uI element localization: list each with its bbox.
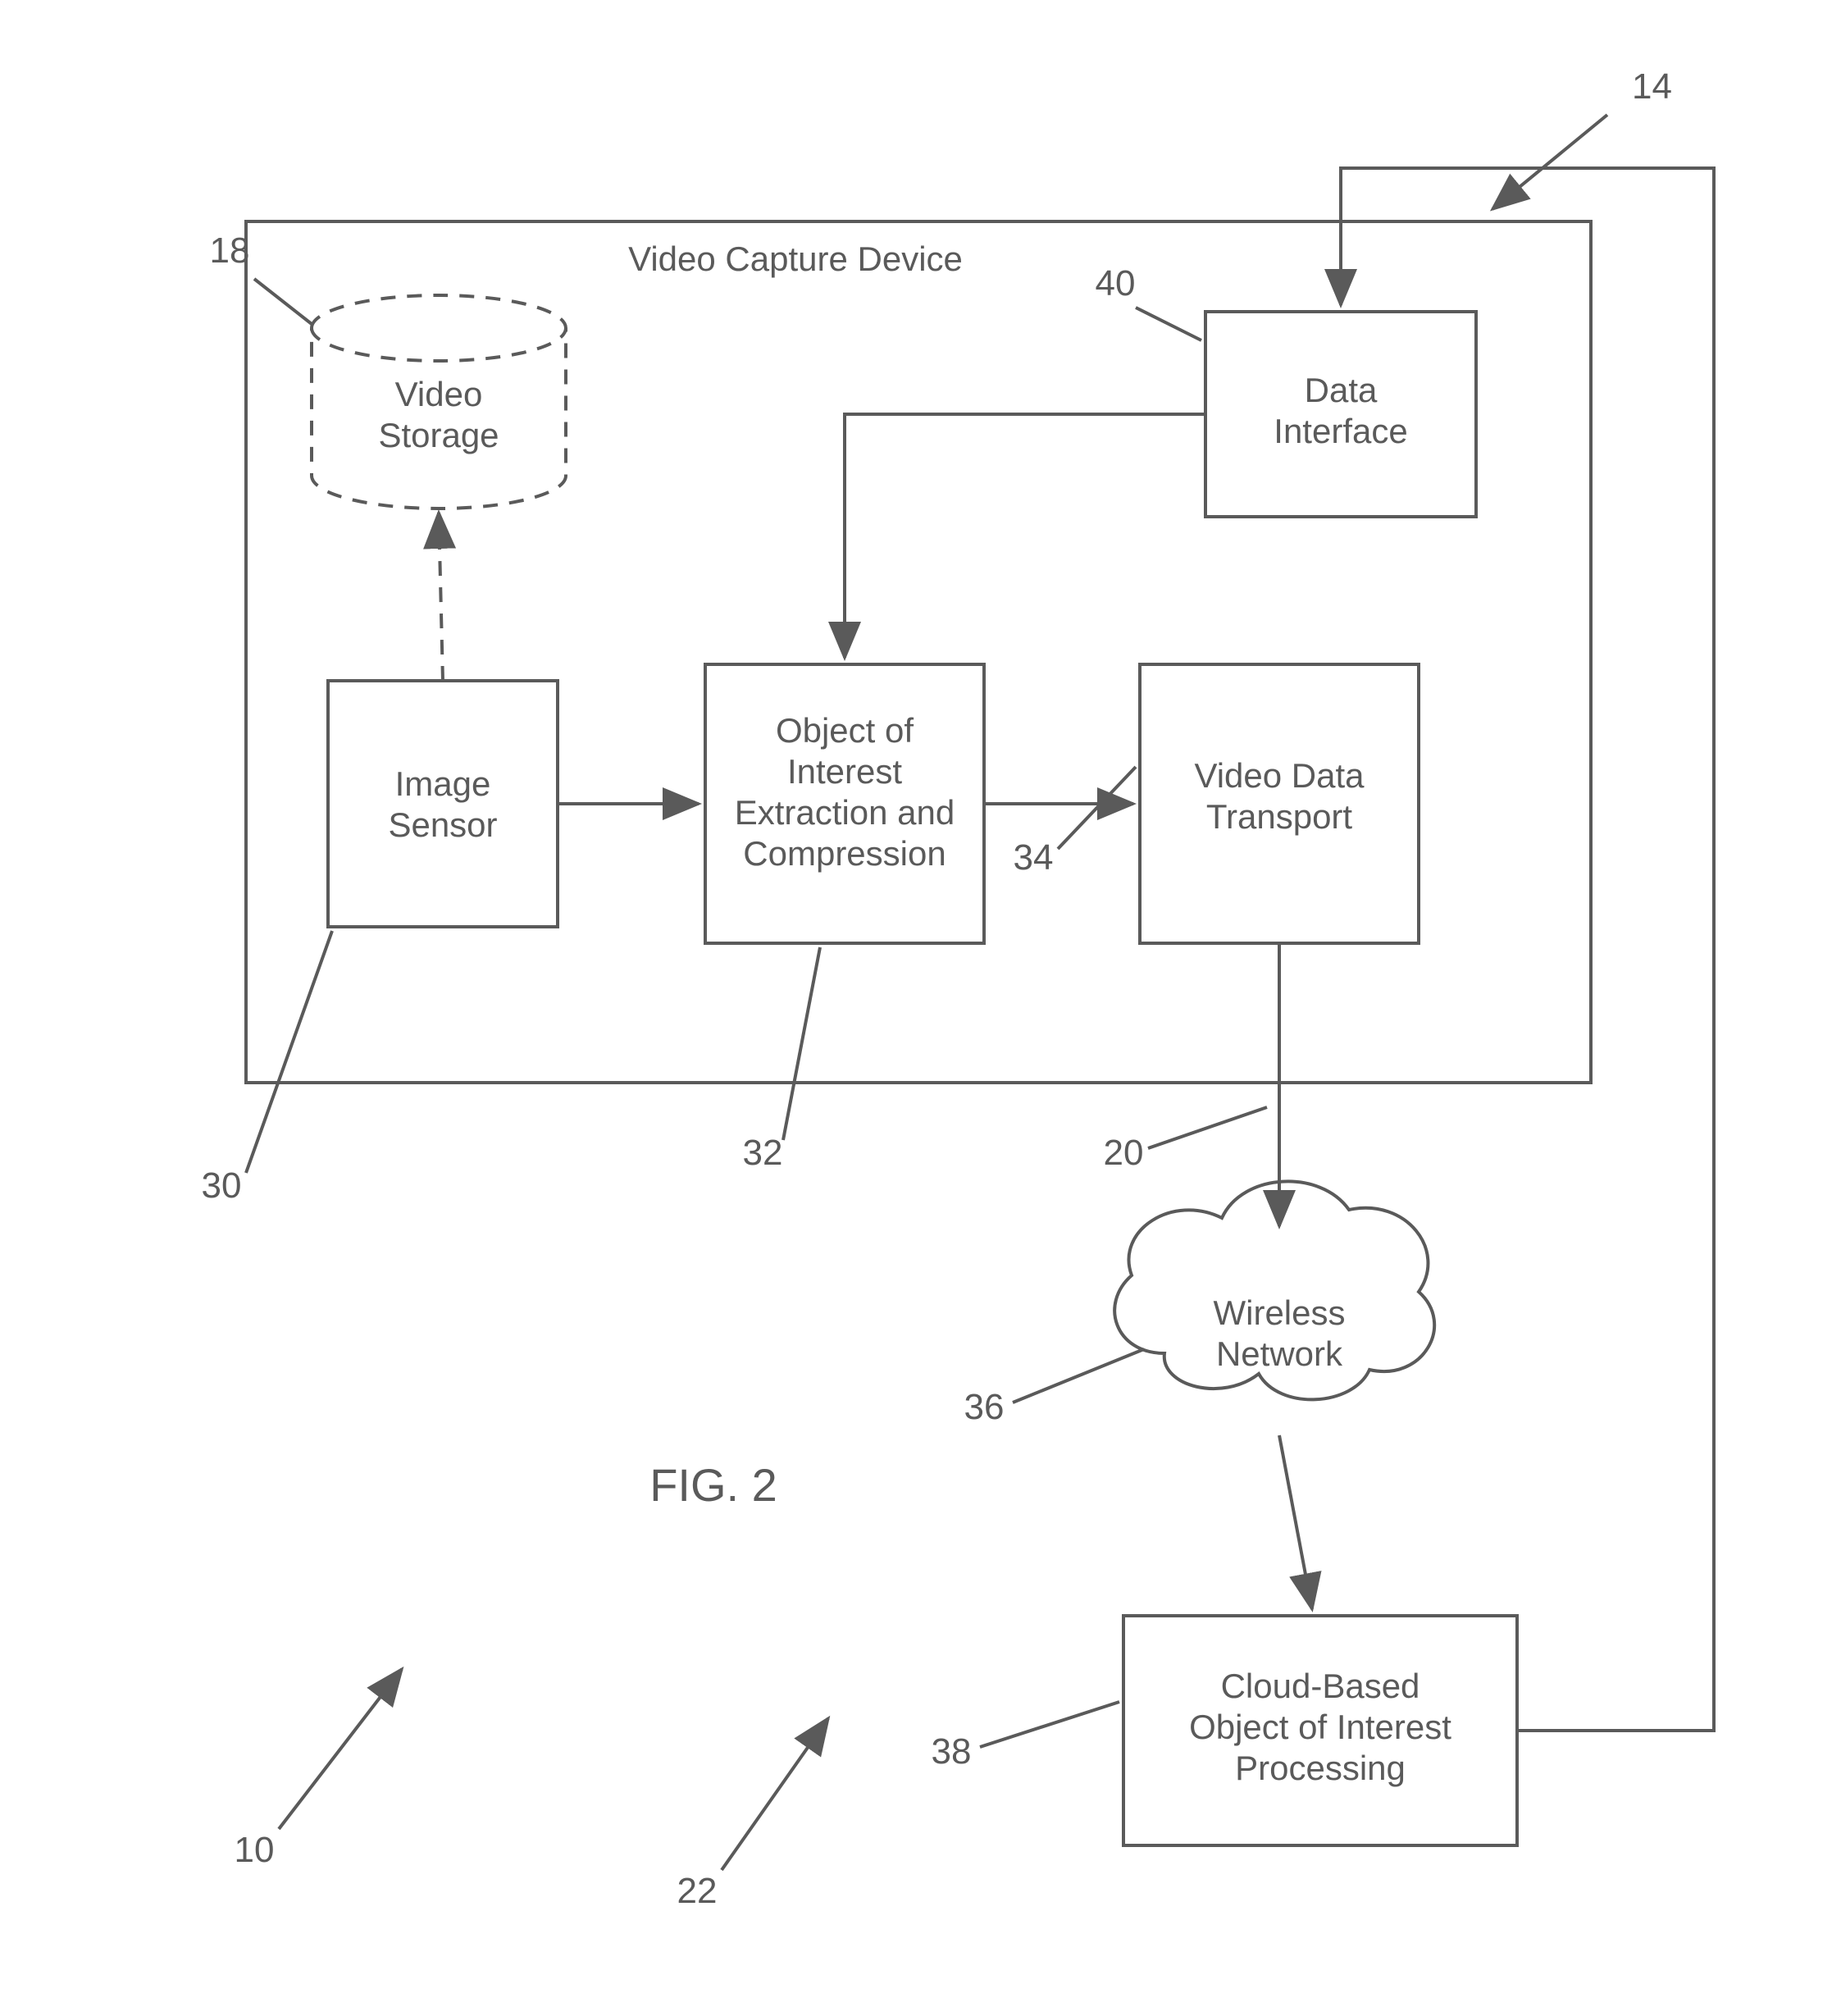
video-storage-cylinder-top: [312, 328, 566, 361]
video-storage-label-2: Storage: [378, 416, 499, 454]
leader-32: [783, 947, 820, 1140]
image-sensor-label-1: Image: [395, 764, 491, 803]
video-storage-label-1: Video: [395, 375, 483, 413]
leader-40: [1136, 308, 1201, 340]
ref-14: 14: [1632, 66, 1672, 107]
leader-18: [254, 279, 312, 324]
cloud-label-2: Object of Interest: [1189, 1708, 1451, 1746]
image-sensor-label-2: Sensor: [388, 805, 497, 844]
extraction-label-4: Compression: [743, 834, 946, 873]
ref-20: 20: [1104, 1133, 1144, 1173]
data-interface-label-1: Data: [1305, 371, 1378, 409]
extraction-label-3: Extraction and: [735, 793, 955, 832]
arrow-cloud-to-interface: [1341, 168, 1714, 1731]
video-capture-device-box: [246, 221, 1591, 1083]
leader-10: [279, 1669, 402, 1829]
cloud-label-1: Cloud-Based: [1221, 1667, 1420, 1705]
ref-30: 30: [202, 1165, 242, 1206]
ref-34: 34: [1014, 837, 1054, 878]
ref-38: 38: [932, 1731, 972, 1772]
leader-22: [722, 1718, 828, 1870]
transport-label-2: Transport: [1206, 797, 1353, 836]
leader-34: [1058, 767, 1136, 849]
leader-14: [1492, 115, 1607, 209]
ref-10: 10: [235, 1830, 275, 1870]
extraction-label-1: Object of: [776, 711, 914, 750]
ref-32: 32: [743, 1133, 783, 1173]
network-label-2: Network: [1216, 1334, 1343, 1373]
extraction-label-2: Interest: [787, 752, 902, 791]
leader-38: [980, 1702, 1119, 1747]
data-interface-label-2: Interface: [1274, 412, 1407, 450]
image-sensor-box: [328, 681, 558, 927]
ref-40: 40: [1096, 263, 1136, 303]
transport-label-1: Video Data: [1194, 756, 1365, 795]
network-label-1: Wireless: [1213, 1293, 1345, 1332]
arrow-sensor-to-storage: [439, 513, 443, 681]
arrow-interface-to-extraction: [845, 414, 1205, 658]
video-capture-device-label: Video Capture Device: [628, 239, 963, 278]
figure-title: FIG. 2: [649, 1459, 777, 1511]
arrow-network-to-cloud: [1279, 1435, 1312, 1609]
cloud-label-3: Processing: [1235, 1749, 1406, 1787]
ref-22: 22: [677, 1871, 718, 1911]
ref-18: 18: [210, 230, 250, 271]
leader-30: [246, 931, 332, 1173]
ref-36: 36: [964, 1387, 1005, 1427]
leader-36: [1013, 1349, 1144, 1403]
leader-20: [1148, 1107, 1267, 1148]
